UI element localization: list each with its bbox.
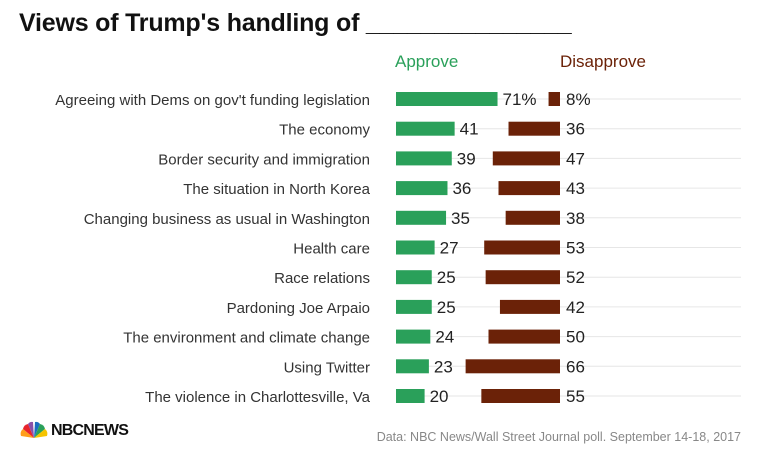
- approve-column-header: Approve: [395, 52, 459, 71]
- approve-bar: [396, 299, 432, 314]
- disapprove-bar: [548, 92, 560, 106]
- source-note: Data: NBC News/Wall Street Journal poll.…: [376, 430, 741, 444]
- category-label: Border security and immigration: [158, 151, 370, 168]
- approve-bar: [396, 151, 452, 166]
- approve-value-label: 25: [437, 268, 456, 287]
- category-label: Agreeing with Dems on gov't funding legi…: [55, 92, 370, 109]
- approve-value-label: 24: [435, 328, 454, 347]
- disapprove-value-label: 47: [566, 149, 585, 168]
- category-label: Pardoning Joe Arpaio: [227, 300, 370, 317]
- disapprove-value-label: 66: [566, 357, 585, 376]
- approve-bar: [396, 92, 498, 106]
- approve-value-label: 71%: [503, 90, 537, 109]
- disapprove-value-label: 43: [566, 179, 585, 198]
- category-label: The violence in Charlottesville, Va: [145, 389, 370, 406]
- approve-value-label: 41: [460, 120, 479, 139]
- category-label: Health care: [293, 241, 370, 258]
- peacock-icon: [20, 421, 48, 438]
- disapprove-value-label: 36: [566, 120, 585, 139]
- approve-value-label: 27: [440, 239, 459, 258]
- disapprove-bar: [481, 389, 560, 403]
- approve-value-label: 20: [430, 387, 449, 406]
- chart-title: Views of Trump's handling of ___________…: [19, 9, 572, 37]
- logo-wordmark: NBCNEWS: [51, 422, 129, 439]
- disapprove-value-label: 42: [566, 298, 585, 317]
- disapprove-bar: [465, 359, 560, 374]
- diverging-bar-chart: Agreeing with Dems on gov't funding legi…: [55, 90, 741, 406]
- approve-bar: [396, 270, 432, 285]
- disapprove-value-label: 8%: [566, 90, 591, 109]
- disapprove-bar: [488, 329, 560, 344]
- disapprove-bar: [499, 299, 560, 314]
- approve-bar: [396, 389, 425, 403]
- category-label: The environment and climate change: [123, 330, 370, 347]
- disapprove-value-label: 38: [566, 209, 585, 228]
- disapprove-bar: [492, 151, 560, 166]
- disapprove-value-label: 55: [566, 387, 585, 406]
- approve-value-label: 25: [437, 298, 456, 317]
- approve-value-label: 35: [451, 209, 470, 228]
- disapprove-value-label: 53: [566, 239, 585, 258]
- approve-bar: [396, 359, 429, 374]
- nbc-news-logo: NBCNEWS: [19, 421, 129, 441]
- disapprove-bar: [505, 210, 560, 225]
- category-label: Race relations: [274, 270, 370, 287]
- disapprove-bar: [485, 270, 560, 285]
- category-label: Using Twitter: [284, 359, 370, 376]
- approve-bar: [396, 329, 431, 344]
- disapprove-bar: [508, 121, 560, 136]
- approve-bar: [396, 121, 455, 136]
- disapprove-value-label: 50: [566, 328, 585, 347]
- disapprove-bar: [498, 181, 560, 196]
- approve-value-label: 36: [452, 179, 471, 198]
- approve-bar: [396, 210, 447, 225]
- approve-bar: [396, 181, 448, 196]
- approve-value-label: 23: [434, 357, 453, 376]
- approve-bar: [396, 240, 435, 255]
- category-label: The economy: [279, 122, 370, 139]
- disapprove-column-header: Disapprove: [560, 52, 646, 71]
- category-label: Changing business as usual in Washington: [84, 211, 370, 228]
- disapprove-bar: [484, 240, 560, 255]
- approve-value-label: 39: [457, 149, 476, 168]
- category-label: The situation in North Korea: [183, 181, 370, 198]
- disapprove-value-label: 52: [566, 268, 585, 287]
